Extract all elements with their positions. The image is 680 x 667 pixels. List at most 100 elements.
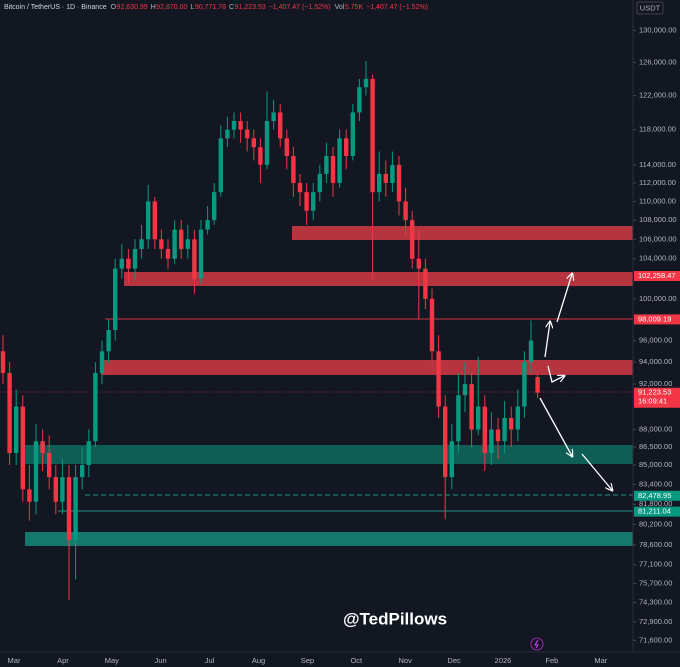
candle-body xyxy=(119,258,124,269)
price-marker xyxy=(634,271,680,282)
legend-text: 90,771.78 xyxy=(195,4,226,11)
candle-body xyxy=(443,406,448,478)
candle-body xyxy=(370,78,375,193)
y-tick-label: 75,700.00 xyxy=(639,578,672,587)
candle-body xyxy=(284,138,289,156)
x-tick-label: Feb xyxy=(545,656,558,665)
y-tick-label: 83,400.00 xyxy=(639,479,672,488)
candle-body xyxy=(66,477,72,540)
icon xyxy=(534,639,539,649)
legend-text: −1,407.47 (−1.52%) xyxy=(366,4,428,11)
candle-body xyxy=(146,201,151,240)
candle-body xyxy=(139,239,144,249)
price-marker xyxy=(634,490,680,501)
price-marker-label: 81,211.04 xyxy=(638,507,671,516)
x-tick-label: Sep xyxy=(301,656,314,665)
candle-body xyxy=(212,192,217,221)
candle-body xyxy=(396,164,402,202)
legend-text: −1,407.47 (−1.52%) xyxy=(269,4,331,11)
candle-body xyxy=(495,429,501,442)
legend-text: L xyxy=(190,4,194,11)
x-tick-label: Jun xyxy=(155,656,167,665)
legend-text: Bitcoin / TetherUS · 1D · Binance xyxy=(4,4,107,11)
candle-body xyxy=(225,129,230,139)
candle-body xyxy=(390,164,395,183)
y-tick-label: 80,200.00 xyxy=(639,519,672,528)
y-tick-label: 96,000.00 xyxy=(639,336,672,345)
x-tick-label: Aug xyxy=(252,656,265,665)
y-tick-label: 122,000.00 xyxy=(639,91,677,100)
candle-body xyxy=(152,201,157,240)
y-tick-label: 71,600.00 xyxy=(639,635,672,644)
candle-body xyxy=(165,248,171,259)
price-marker-label: 102,258.47 xyxy=(638,271,676,280)
y-tick-label: 72,900.00 xyxy=(639,617,672,626)
candle-body xyxy=(60,477,65,502)
candle-body xyxy=(106,329,111,352)
candle-body xyxy=(7,373,12,454)
x-tick-label: Jul xyxy=(205,656,215,665)
price-marker-label: 91,223.53 xyxy=(638,388,671,397)
y-tick-label: 94,000.00 xyxy=(639,357,672,366)
candle-body xyxy=(324,155,329,174)
candle-body xyxy=(515,406,520,430)
candle-body xyxy=(337,138,342,183)
x-tick-label: Apr xyxy=(57,656,69,665)
legend-text: 92,630.99 xyxy=(117,4,148,11)
arrow xyxy=(547,365,564,383)
y-tick-label: 118,000.00 xyxy=(639,125,676,134)
y-tick-label: 110,000.00 xyxy=(639,196,676,205)
y-tick-label: 130,000.00 xyxy=(639,26,677,35)
candle-body xyxy=(462,384,468,396)
candle-body xyxy=(330,155,336,183)
candle-body xyxy=(73,477,78,540)
candle-body xyxy=(132,248,138,269)
candle-body xyxy=(429,298,435,352)
candle-body xyxy=(179,229,184,249)
support-zone xyxy=(25,445,633,464)
candle-body xyxy=(423,268,428,299)
x-tick-label: Dec xyxy=(447,656,461,665)
y-tick-label: 114,000.00 xyxy=(639,160,676,169)
y-tick-label: 108,000.00 xyxy=(639,215,677,224)
candle-body xyxy=(489,429,494,454)
y-tick-label: 88,000.00 xyxy=(639,425,672,434)
candle-body xyxy=(198,229,204,279)
arrow xyxy=(556,274,572,323)
candle-body xyxy=(528,340,534,363)
candle-body xyxy=(383,173,388,183)
legend: Bitcoin / TetherUS · 1D · Binance O 92,630… xyxy=(4,4,428,11)
price-marker-label: 82,478.95 xyxy=(638,491,671,500)
y-tick-label: 81,800.00 xyxy=(639,499,672,508)
candle-body xyxy=(14,406,19,454)
candle-body xyxy=(238,120,243,130)
candle-body xyxy=(185,239,190,249)
candle-body xyxy=(0,351,6,374)
price-marker-label: 98,009.19 xyxy=(638,314,671,323)
candle-body xyxy=(159,239,164,249)
candle-body xyxy=(403,201,408,221)
candle-body xyxy=(535,377,540,393)
candle-body xyxy=(304,192,309,211)
y-tick-label: 74,300.00 xyxy=(639,598,672,607)
candle-body xyxy=(27,489,32,502)
candle-body xyxy=(33,441,39,502)
arrow xyxy=(581,453,612,490)
candle-body xyxy=(245,129,250,139)
legend-text: O xyxy=(111,4,117,11)
watermark: @TedPillows xyxy=(343,609,447,628)
candle-body xyxy=(311,192,316,211)
candle-body xyxy=(205,220,210,230)
candle-body xyxy=(456,395,461,442)
y-tick-label: 112,000.00 xyxy=(639,178,676,187)
candle-body xyxy=(126,258,131,269)
x-tick-label: Mar xyxy=(594,656,607,665)
candle-body xyxy=(86,441,91,466)
y-tick-label: 77,100.00 xyxy=(639,560,672,569)
candles xyxy=(0,60,540,600)
y-tick-label: 106,000.00 xyxy=(639,234,677,243)
currency: USDT xyxy=(640,3,661,12)
